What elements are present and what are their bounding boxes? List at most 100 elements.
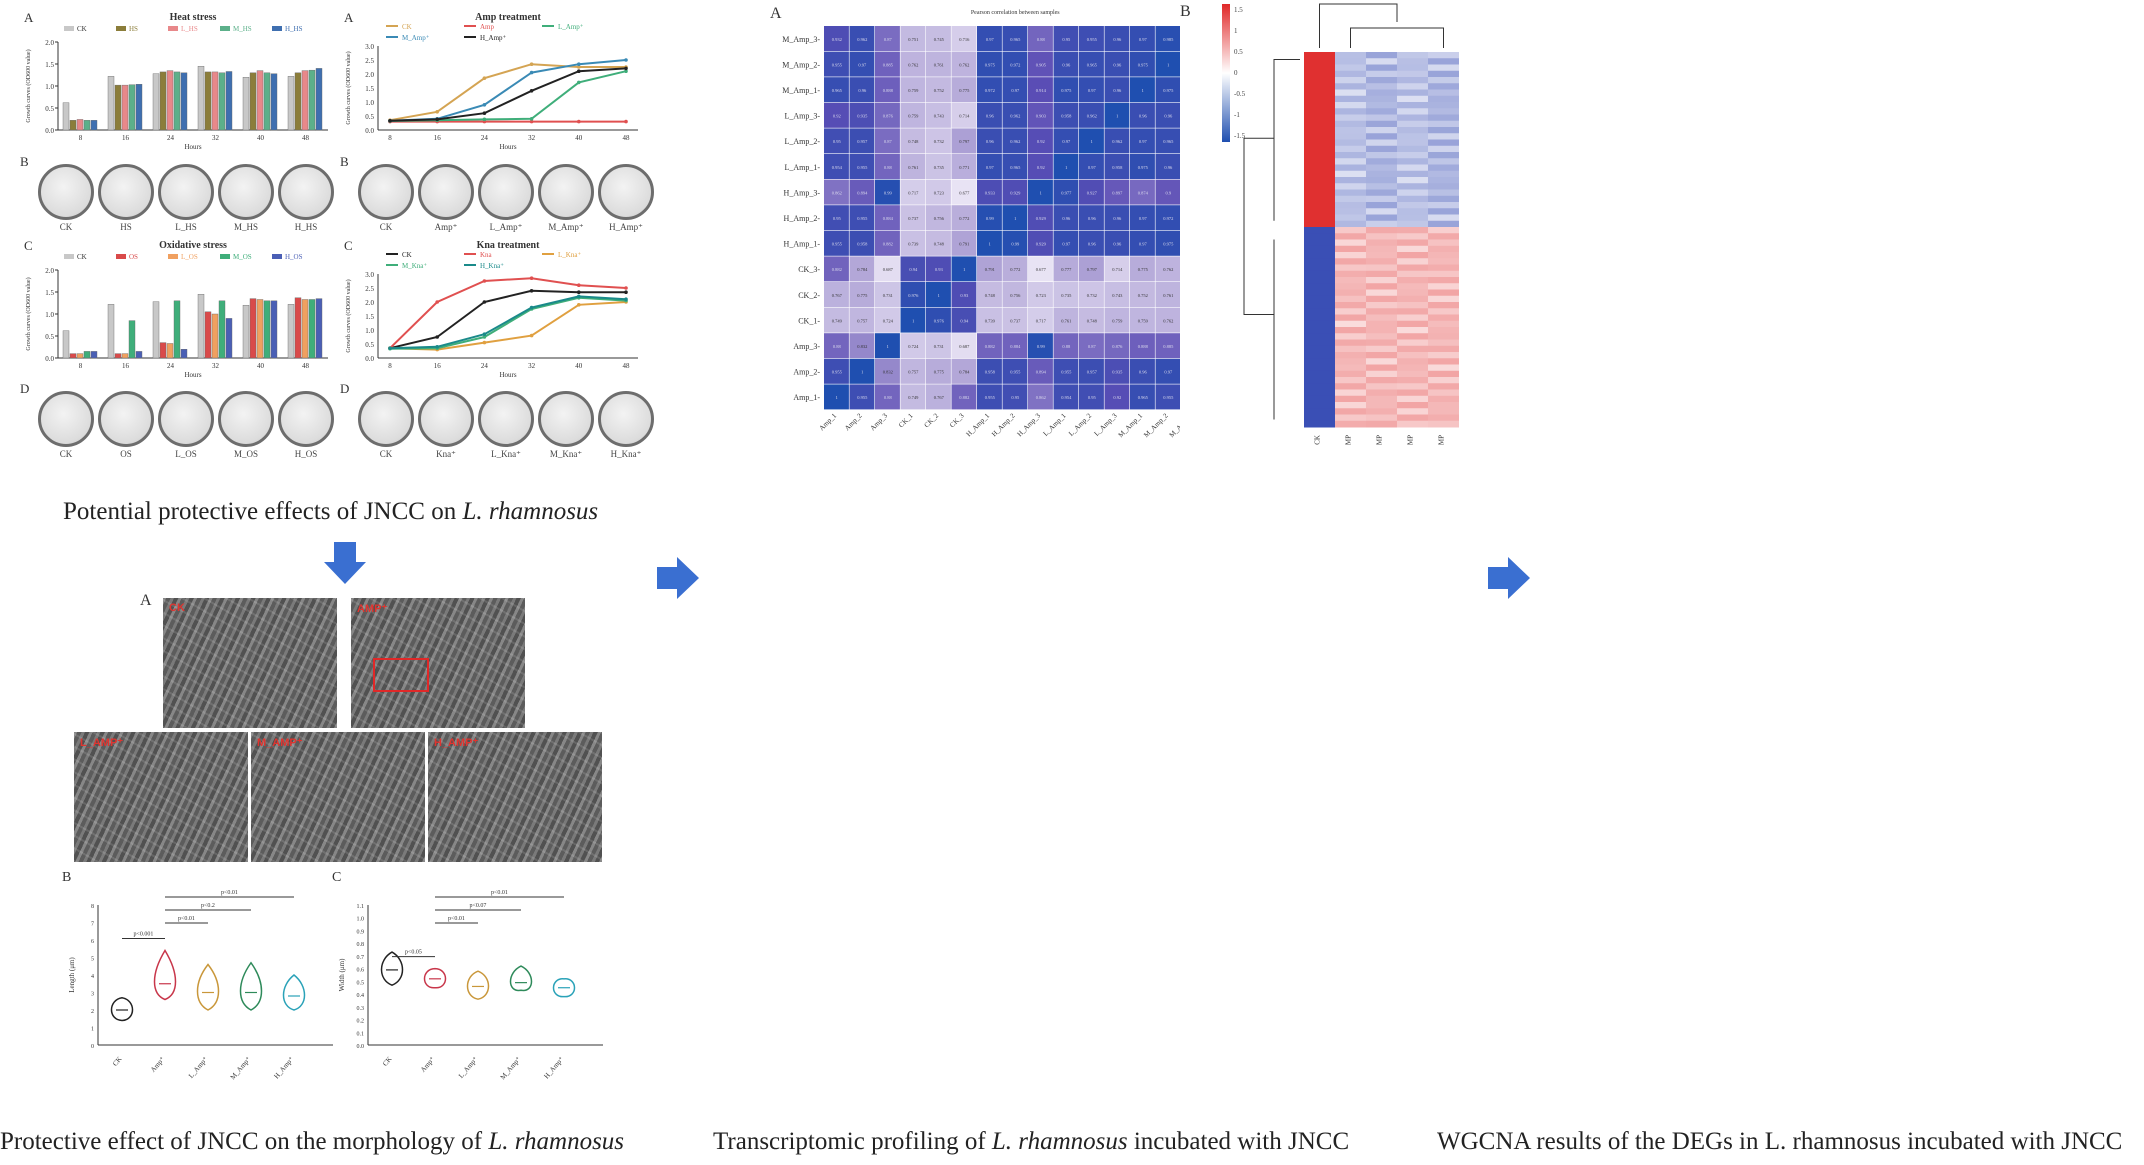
heatmap-cell: [1053, 230, 1079, 256]
heatmap-cell: [1104, 384, 1130, 410]
legend-label: L_OS: [181, 253, 198, 261]
legend-label: L_Kna⁺: [558, 251, 581, 259]
heatmap-cell: [1304, 377, 1335, 384]
series-line: [389, 301, 627, 351]
heatmap-cell: [900, 77, 926, 103]
heatmap-cell: [1428, 95, 1459, 103]
heatmap-cell: [1397, 177, 1428, 184]
heatmap-cell: [824, 128, 849, 154]
heatmap-cell: [951, 333, 977, 359]
heatmap-cell: [1304, 89, 1335, 97]
y-tick-label: 2.5: [365, 57, 374, 65]
cell-value: 0.972: [1010, 62, 1020, 67]
heatmap-cell: [977, 230, 1002, 256]
petri-dish: [218, 164, 274, 220]
cell-value: 1: [861, 370, 863, 375]
heatmap-cell: [951, 307, 977, 333]
heatmap-cell: [1366, 64, 1397, 72]
cell-value: 0.784: [857, 267, 868, 272]
bar: [62, 102, 70, 131]
cell-value: 0.96: [1113, 37, 1122, 42]
p-value-label: p<0.05: [405, 950, 422, 956]
heatmap-cell: [951, 154, 977, 179]
caption-morphology: Protective effect of JNCC on the morphol…: [0, 1128, 624, 1156]
cell-value: 0.965: [1087, 62, 1098, 67]
go-enrichment-chart: [1540, 630, 2040, 1085]
bar: [249, 298, 257, 359]
cell-value: 0.735: [934, 165, 945, 170]
heatmap-cell: [1366, 195, 1397, 203]
kegg-mamp-vs-amp-chart: [1100, 470, 1445, 850]
heatmap-cell: [951, 26, 977, 51]
heatmap-cell: [1397, 277, 1428, 284]
heatmap-cell: [1366, 183, 1397, 190]
cell-value: 0.962: [1010, 114, 1020, 119]
cell-value: 0.955: [857, 216, 868, 221]
heatmap-cell: [875, 26, 900, 51]
cell-value: 0.723: [1036, 293, 1047, 298]
bar: [166, 343, 174, 359]
heatmap-cell: [1366, 127, 1397, 134]
x-tick-label: 24: [167, 134, 175, 142]
petri-dish: [38, 164, 94, 220]
heatmap-cell: [1335, 245, 1366, 253]
petri-dish-label: L_OS: [175, 449, 197, 459]
row-dendrogram: [1243, 59, 1300, 420]
heatmap-cell: [1335, 252, 1366, 259]
bar: [263, 72, 271, 131]
heatmap-cell: [1002, 358, 1028, 384]
heatmap-cell: [1335, 383, 1366, 390]
x-tick-label: M_Amp⁺: [229, 1055, 253, 1081]
heatmap-cell: [1104, 179, 1130, 205]
bar: [76, 353, 84, 359]
legend-swatch: [272, 254, 282, 259]
cell-value: 0.958: [857, 242, 868, 247]
cell-value: 0.882: [883, 242, 893, 247]
heatmap-cell: [1397, 214, 1428, 222]
heatmap-cell: [1397, 345, 1428, 353]
heatmap-cell: [1304, 302, 1335, 309]
y-tick-label: 1.5: [365, 313, 374, 321]
petri-dish-label: Kna⁺: [436, 449, 456, 459]
y-tick-label: 1.5: [365, 85, 374, 93]
heatmap-cell: [1104, 102, 1130, 128]
cell-value: 0.985: [1163, 37, 1174, 42]
data-point: [529, 70, 534, 75]
heatmap-cell: [1104, 307, 1130, 333]
cell-value: 0.749: [832, 318, 843, 323]
x-tick-label: Amp⁺: [149, 1055, 167, 1074]
bar: [121, 84, 129, 131]
violin-shape: [110, 996, 134, 1022]
heatmap-cell: [1366, 308, 1397, 315]
cell-value: 0.743: [934, 114, 945, 119]
heatmap-cell: [849, 26, 875, 51]
heatmap-cell: [977, 179, 1002, 205]
cell-value: 0.885: [1163, 344, 1174, 349]
violin-shape: [509, 965, 533, 992]
heatmap-cell: [1397, 270, 1428, 278]
bar: [197, 66, 205, 131]
heatmap-cell: [1028, 102, 1053, 128]
heatmap-cell: [1366, 383, 1397, 390]
heatmap-cell: [1366, 114, 1397, 122]
x-tick-label: L_Amp⁺: [457, 1055, 480, 1080]
heatmap-cell: [1335, 108, 1366, 115]
cell-value: 0.772: [959, 216, 969, 221]
col-label: L_Amp_3: [1093, 411, 1119, 437]
heatmap-cell: [1335, 352, 1366, 359]
col-label: Amp_1: [818, 411, 839, 432]
heatmap-cell: [1304, 383, 1335, 390]
petri-dish-label: HS: [120, 222, 132, 232]
heatmap-cell: [1335, 239, 1366, 247]
heatmap-cell: [926, 358, 951, 384]
cell-value: 0.761: [1061, 318, 1071, 323]
heatmap-cell: [1304, 233, 1335, 240]
heatmap-cell: [1397, 358, 1428, 365]
petri-dish: [158, 391, 214, 447]
heatmap-cell: [1079, 179, 1104, 205]
cell-value: 0.735: [1061, 293, 1072, 298]
y-tick-label: 0.2: [357, 1019, 365, 1025]
heatmap-cell: [1104, 51, 1130, 77]
heatmap-cell: [1053, 205, 1079, 231]
petri-dish-label: M_HS: [233, 222, 258, 232]
